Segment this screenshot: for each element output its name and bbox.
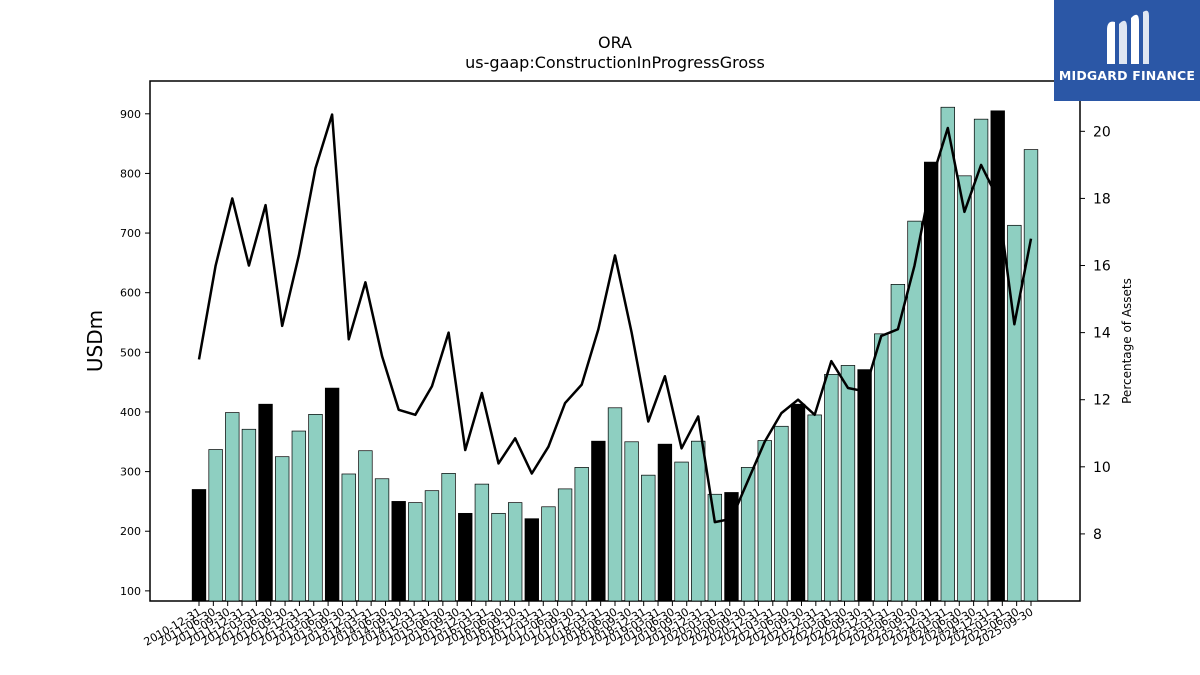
bar [641, 474, 656, 602]
bar [491, 512, 506, 602]
y-axis-left: 100 200 300 400 500 600 700 800 900 [120, 108, 150, 598]
bar [424, 490, 440, 602]
bar [807, 414, 822, 602]
y-axis-label: USDm [83, 310, 107, 372]
bar [857, 369, 872, 602]
y2-tick-label: 16 [1093, 259, 1111, 275]
bar [458, 512, 473, 602]
bar [541, 506, 556, 602]
y2-tick-label: 8 [1093, 527, 1102, 543]
y2-tick-label: 20 [1093, 124, 1111, 140]
bar [890, 284, 906, 602]
bar [524, 518, 539, 602]
brand-logo: MIDGARD FINANCE [1054, 0, 1200, 101]
chart-title: ORA [598, 33, 632, 52]
y-tick-label: 700 [120, 227, 141, 240]
bar [757, 440, 772, 602]
y2-axis-label: Percentage of Assets [1120, 278, 1134, 404]
y2-tick-label: 12 [1093, 393, 1111, 409]
bar [824, 374, 839, 602]
y-tick-label: 500 [120, 346, 141, 359]
midgard-logo-icon [1107, 10, 1149, 65]
y-tick-label: 900 [120, 108, 141, 121]
chart-subtitle: us-gaap:ConstructionInProgressGross [465, 53, 765, 72]
bar [324, 387, 340, 602]
bar [1007, 224, 1022, 602]
bar [408, 502, 423, 602]
y2-tick-label: 18 [1093, 191, 1111, 207]
bars-layer [191, 106, 1039, 602]
bar [907, 220, 922, 602]
y-tick-label: 600 [120, 287, 141, 300]
bar [275, 456, 290, 602]
bar [358, 450, 373, 602]
bar [291, 430, 307, 602]
bar [740, 467, 756, 602]
bar [574, 467, 589, 602]
bar [308, 414, 323, 602]
bar [657, 443, 673, 602]
bar [191, 489, 207, 602]
bar [591, 440, 606, 602]
bar [990, 110, 1005, 602]
bar [874, 333, 889, 602]
percentage-line [197, 113, 1033, 524]
y2-tick-label: 14 [1093, 326, 1111, 342]
bar [441, 473, 456, 602]
bar [374, 478, 390, 602]
bar [474, 483, 490, 602]
bar [624, 441, 639, 602]
bar [790, 403, 806, 602]
line-layer [197, 113, 1033, 524]
bar [674, 461, 689, 602]
bar [774, 425, 789, 602]
bar [341, 473, 356, 602]
bar [391, 501, 406, 602]
y-tick-label: 400 [120, 406, 141, 419]
bar [973, 118, 989, 602]
bar [940, 106, 955, 602]
y-tick-label: 300 [120, 466, 141, 479]
y-axis-right: 8 10 12 14 16 18 20 [1080, 124, 1111, 543]
y-tick-label: 100 [120, 585, 141, 598]
x-axis: 2010-12-312011-06-302011-09-302011-12-31… [142, 601, 1036, 649]
brand-name: MIDGARD FINANCE [1058, 68, 1196, 83]
y-tick-label: 800 [120, 167, 141, 180]
bar [507, 502, 523, 602]
bar [840, 365, 856, 602]
bar [241, 428, 257, 602]
bar [557, 488, 573, 602]
bar [607, 407, 623, 602]
bar [923, 161, 939, 602]
bar [258, 403, 273, 602]
bar [208, 449, 223, 602]
bar [225, 412, 240, 602]
y-tick-label: 200 [120, 525, 141, 538]
y2-tick-label: 10 [1093, 460, 1111, 476]
bar [957, 175, 972, 602]
bar [1023, 149, 1039, 602]
bar [691, 440, 706, 602]
bar [707, 493, 723, 602]
